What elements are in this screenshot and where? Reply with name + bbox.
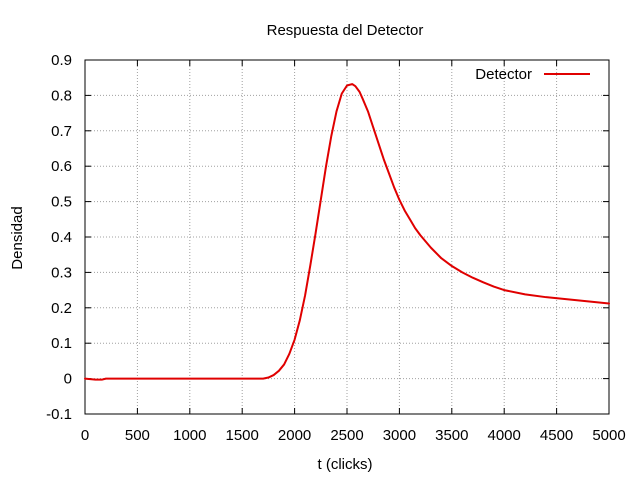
x-tick-label: 2500 — [330, 427, 363, 444]
y-tick-label: 0.4 — [51, 229, 72, 246]
y-tick-label: 0.1 — [51, 335, 72, 352]
y-tick-label: 0.2 — [51, 300, 72, 317]
y-tick-label: 0.5 — [51, 194, 72, 211]
y-tick-label: 0.8 — [51, 87, 72, 104]
y-tick-label: 0.6 — [51, 158, 72, 175]
y-tick-label: -0.1 — [46, 406, 72, 423]
legend: Detector — [475, 66, 590, 83]
x-tick-label: 5000 — [592, 427, 625, 444]
y-axis-label: Densidad — [9, 206, 26, 269]
y-tick-label: 0.7 — [51, 123, 72, 140]
series-line-detector — [84, 83, 610, 381]
x-tick-label: 4000 — [488, 427, 521, 444]
grid — [85, 60, 609, 414]
x-tick-label: 500 — [125, 427, 150, 444]
x-tick-label: 0 — [81, 427, 89, 444]
x-axis-label: t (clicks) — [318, 456, 373, 473]
legend-label: Detector — [475, 66, 532, 83]
y-tick-label: 0.9 — [51, 52, 72, 69]
y-tick-label: 0.3 — [51, 264, 72, 281]
x-tick-label: 1000 — [173, 427, 206, 444]
y-tick-label: 0 — [64, 371, 72, 388]
x-tick-label: 3500 — [435, 427, 468, 444]
x-tick-label: 1500 — [226, 427, 259, 444]
axes: 0 500 1000 1500 2000 2500 3000 3500 4000 4500 5000… — [46, 52, 626, 444]
chart-title: Respuesta del Detector — [267, 22, 424, 39]
x-tick-label: 3000 — [383, 427, 416, 444]
x-tick-label: 2000 — [278, 427, 311, 444]
series — [84, 83, 610, 381]
x-tick-label: 4500 — [540, 427, 573, 444]
